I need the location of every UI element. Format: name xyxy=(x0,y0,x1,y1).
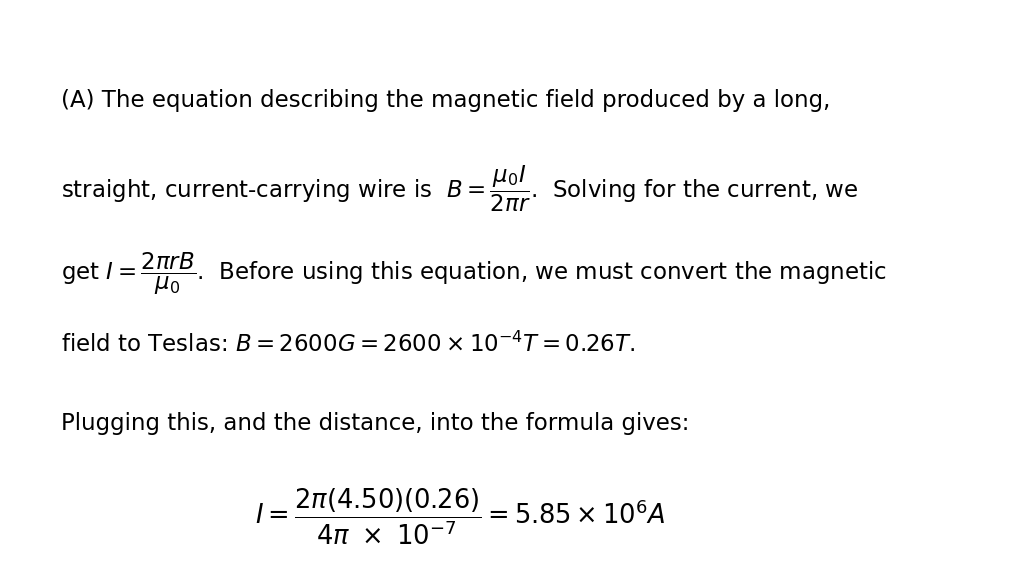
Text: $I = \dfrac{2\pi(4.50)(0.26)}{4\pi \ \times \ 10^{-7}} = 5.85 \times 10^{6}A$: $I = \dfrac{2\pi(4.50)(0.26)}{4\pi \ \ti… xyxy=(255,487,667,547)
Text: (A) The equation describing the magnetic field produced by a long,: (A) The equation describing the magnetic… xyxy=(61,89,830,112)
Text: get $I = \dfrac{2\pi r B}{\mu_0}$.  Before using this equation, we must convert : get $I = \dfrac{2\pi r B}{\mu_0}$. Befor… xyxy=(61,251,887,297)
Text: Plugging this, and the distance, into the formula gives:: Plugging this, and the distance, into th… xyxy=(61,412,690,435)
Text: straight, current-carrying wire is  $B = \dfrac{\mu_0 I}{2\pi r}$.  Solving for : straight, current-carrying wire is $B = … xyxy=(61,164,859,214)
Text: field to Teslas: $B = 2600G = 2600 \times 10^{-4}T = 0.26T$.: field to Teslas: $B = 2600G = 2600 \time… xyxy=(61,331,636,357)
